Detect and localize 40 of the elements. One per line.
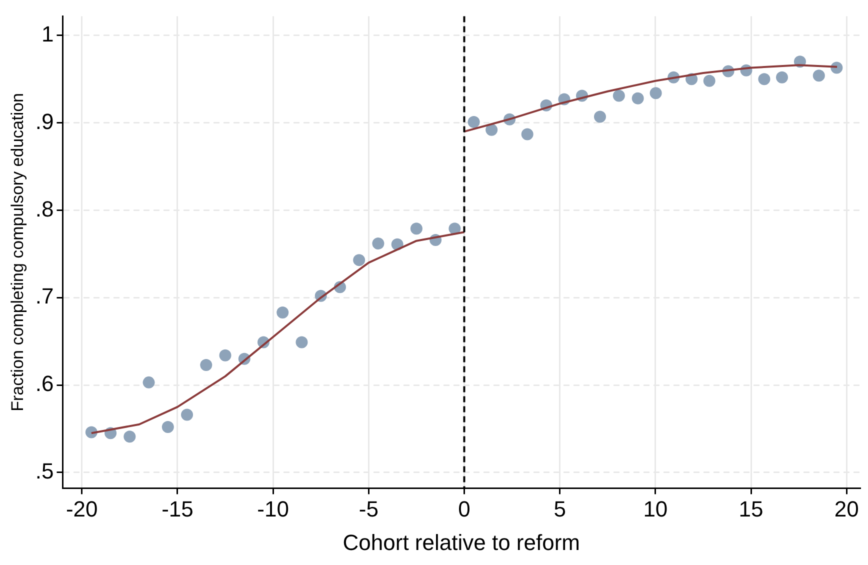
point bbox=[276, 306, 289, 319]
x-tick-label: 20 bbox=[834, 496, 859, 522]
point bbox=[410, 222, 422, 235]
x-tick-label: 0 bbox=[458, 496, 470, 522]
point bbox=[632, 92, 644, 104]
point bbox=[124, 430, 136, 443]
point bbox=[776, 71, 788, 84]
y-axis-title: Fraction completing compulsory education bbox=[8, 92, 27, 412]
y-tick-label: 1 bbox=[42, 21, 54, 46]
point bbox=[181, 408, 194, 421]
point bbox=[448, 222, 461, 235]
x-tick-label: -10 bbox=[257, 496, 289, 522]
point bbox=[486, 124, 498, 136]
point bbox=[162, 421, 174, 434]
y-tick-label: .7 bbox=[35, 284, 54, 309]
x-tick-label: -15 bbox=[162, 496, 194, 522]
point bbox=[703, 74, 716, 87]
point bbox=[142, 376, 155, 388]
point bbox=[200, 358, 212, 371]
point bbox=[758, 73, 770, 86]
x-tick-label: -5 bbox=[358, 496, 378, 522]
point bbox=[612, 90, 625, 102]
y-tick-label: .8 bbox=[35, 196, 54, 222]
point bbox=[219, 349, 232, 362]
x-tick-label: -20 bbox=[66, 496, 98, 522]
point bbox=[468, 116, 480, 128]
x-axis-title: Cohort relative to reform bbox=[342, 530, 580, 555]
point bbox=[521, 128, 534, 140]
point bbox=[296, 336, 308, 348]
x-tick-label: 10 bbox=[643, 496, 668, 522]
point bbox=[650, 87, 662, 100]
point bbox=[812, 70, 825, 82]
y-tick-label: .9 bbox=[35, 108, 54, 134]
y-tick-label: .6 bbox=[35, 371, 54, 396]
point bbox=[594, 110, 606, 123]
x-tick-label: 15 bbox=[738, 496, 764, 522]
y-tick-label: .5 bbox=[35, 458, 54, 484]
x-tick-label: 5 bbox=[554, 496, 566, 522]
point bbox=[353, 254, 366, 266]
point bbox=[372, 237, 384, 250]
